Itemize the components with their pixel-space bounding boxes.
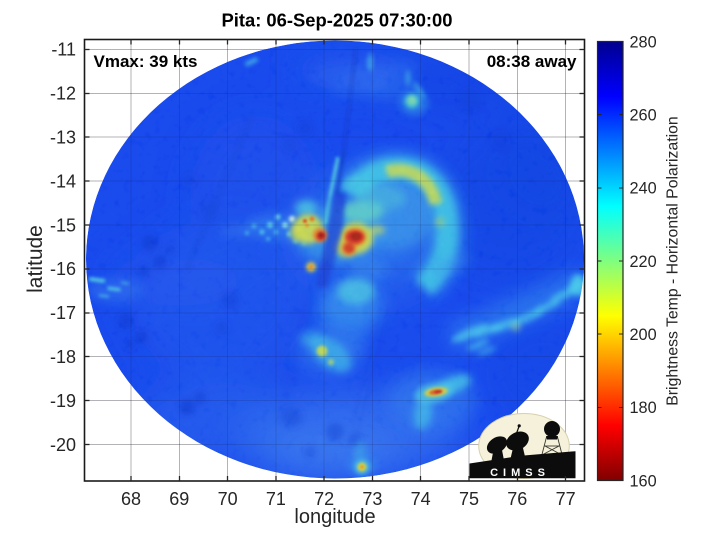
svg-text:latitude: latitude [24,225,47,293]
svg-text:69: 69 [169,489,189,509]
svg-text:200: 200 [630,326,657,344]
svg-text:Pita: 06-Sep-2025 07:30:00: Pita: 06-Sep-2025 07:30:00 [221,10,452,31]
svg-text:74: 74 [411,489,431,509]
svg-text:-20: -20 [50,435,76,455]
svg-text:-13: -13 [50,128,76,148]
svg-text:75: 75 [459,489,479,509]
svg-text:77: 77 [556,489,576,509]
svg-text:280: 280 [630,33,657,51]
svg-text:-17: -17 [50,303,76,323]
svg-text:240: 240 [630,180,657,198]
svg-text:68: 68 [121,489,141,509]
svg-text:Brightness Temp - Horizontal P: Brightness Temp - Horizontal Polarizatio… [665,116,682,405]
svg-text:180: 180 [630,399,657,417]
svg-text:71: 71 [266,489,286,509]
svg-text:76: 76 [507,489,527,509]
svg-text:CIMSS: CIMSS [490,467,550,479]
svg-text:-16: -16 [50,259,76,279]
svg-text:70: 70 [218,489,238,509]
svg-text:longitude: longitude [294,506,375,528]
svg-text:-18: -18 [50,347,76,367]
svg-text:160: 160 [630,472,657,490]
svg-text:220: 220 [630,253,657,271]
svg-text:73: 73 [362,489,382,509]
svg-text:-19: -19 [50,391,76,411]
svg-text:-11: -11 [51,40,76,60]
svg-text:-14: -14 [50,171,76,191]
svg-text:-15: -15 [50,215,76,235]
svg-text:08:38 away: 08:38 away [487,52,577,71]
svg-text:-12: -12 [50,84,76,104]
svg-text:260: 260 [630,107,657,125]
svg-text:Vmax: 39 kts: Vmax: 39 kts [94,52,198,71]
svg-text:72: 72 [314,489,334,509]
